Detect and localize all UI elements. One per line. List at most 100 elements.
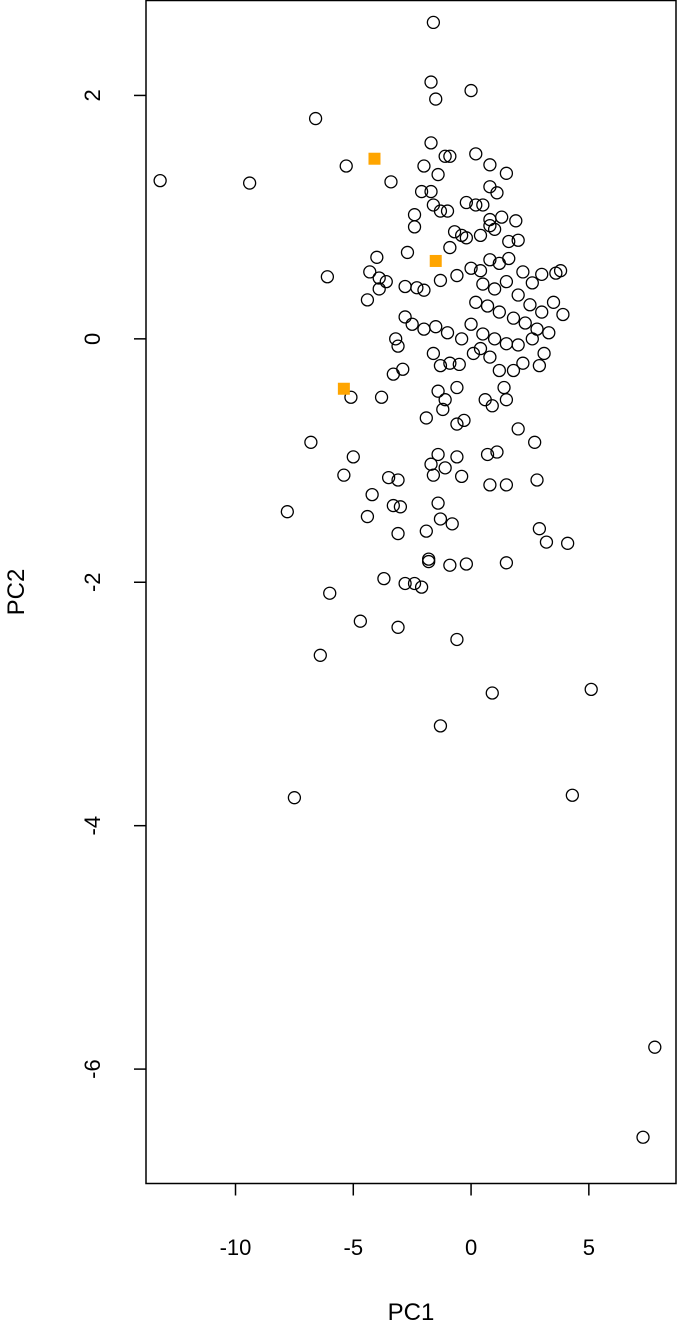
data-point [473,228,488,243]
data-point [454,469,469,484]
data-point [499,478,514,492]
data-point [424,75,438,89]
data-point [511,338,525,352]
data-point [433,273,448,288]
data-point [426,346,441,361]
data-point [565,788,580,802]
data-point [417,159,431,173]
data-point [438,393,452,407]
data-point [530,473,544,487]
data-point [459,231,474,245]
data-point [407,576,422,591]
data-point [487,282,502,296]
data-point [438,149,452,163]
data-point [528,435,542,449]
data-point [398,576,412,591]
data-point [483,180,497,194]
data-point [400,245,415,260]
data-point [433,204,448,218]
data-point [398,279,412,294]
data-point [502,234,516,249]
data-point [560,536,575,550]
data-point [407,208,422,222]
data-point [506,311,521,325]
y-tick-label: -4 [80,816,105,836]
data-point [320,270,335,284]
highlight-point [429,254,442,267]
data-point [473,264,488,278]
data-point [242,176,257,190]
data-point [485,686,499,700]
data-point [525,332,539,346]
data-point [398,310,412,324]
data-point [424,136,438,150]
data-point [480,447,495,462]
data-point [337,468,351,482]
data-point [431,167,445,182]
data-point [483,478,497,492]
data-point [381,470,396,485]
data-point [396,362,410,376]
data-point [304,435,318,449]
data-point [480,299,495,313]
data-point [476,277,490,291]
data-point [440,326,455,340]
data-point [450,268,464,283]
data-point [553,264,568,278]
data-point [499,556,514,570]
data-point [525,276,539,290]
data-point [431,447,445,462]
highlight-point [337,382,350,395]
data-point [636,1130,650,1144]
data-point [511,288,525,302]
data-point [452,357,466,372]
data-point [457,413,471,428]
data-point [417,283,431,297]
data-point [535,305,549,319]
data-point [483,253,497,267]
data-point [353,614,368,628]
data-point [346,450,360,464]
data-point [370,250,384,264]
data-point [556,307,570,322]
data-point [384,175,398,189]
data-point [308,111,323,126]
data-point [464,317,478,331]
data-point [450,450,464,464]
points-layer [153,15,662,1144]
data-point [360,509,375,524]
x-tick-label: 0 [465,1235,477,1260]
data-point [483,219,497,233]
data-point [490,445,504,459]
data-point [429,320,443,334]
data-point [287,791,302,805]
plot-frame [145,0,677,1185]
data-point [422,554,436,569]
data-point [459,557,474,571]
data-point [339,159,353,173]
data-point [391,473,405,487]
data-point [473,341,488,356]
y-axis: -6 -4 -2 0 2 [80,89,146,1079]
y-tick-label: 2 [80,89,105,101]
data-point [450,417,464,431]
data-point [497,380,511,395]
data-point [478,393,492,407]
data-point [391,620,405,634]
data-point [280,505,294,519]
data-point [454,332,469,346]
data-point [377,571,391,586]
x-tick-label: 5 [583,1235,595,1260]
data-point [372,282,386,296]
data-point [414,184,429,199]
data-point [459,195,474,210]
data-point [313,648,327,662]
data-point [386,498,400,513]
data-point [511,233,525,247]
data-point [516,356,530,370]
data-point [344,390,358,404]
data-point [466,346,481,361]
data-point [440,204,455,218]
data-point [391,339,405,353]
data-point [476,327,490,341]
